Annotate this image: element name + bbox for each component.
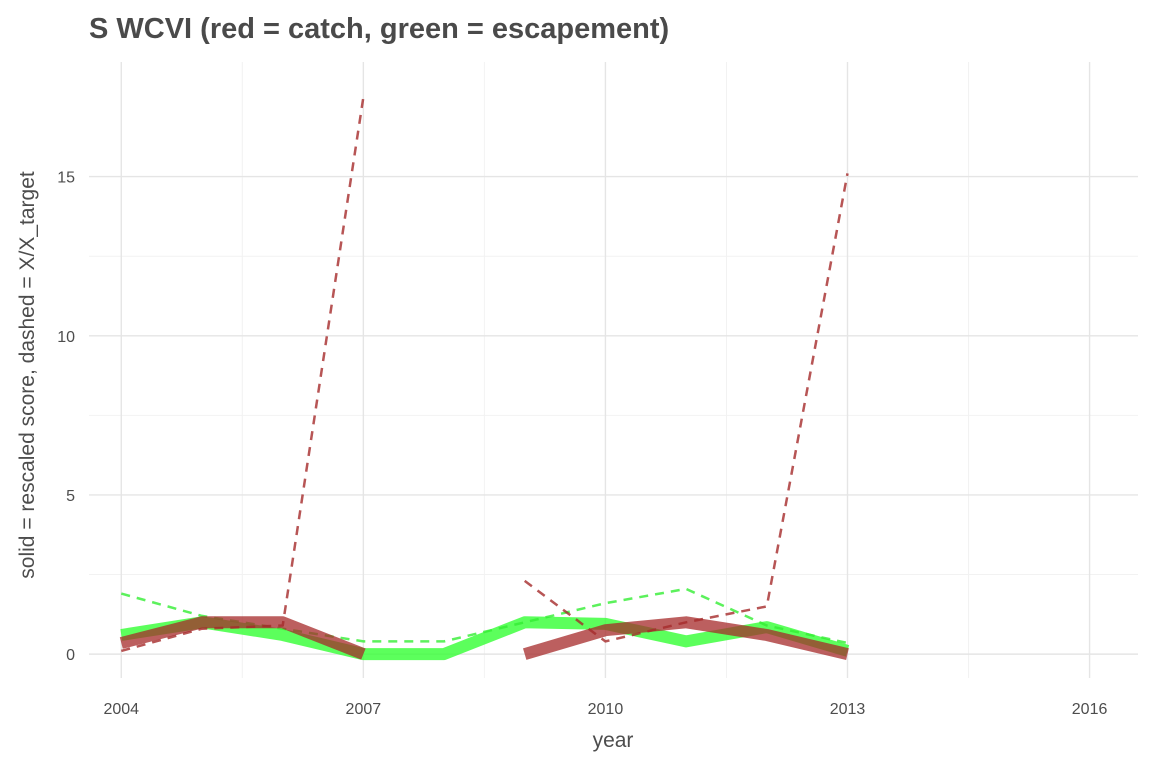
series-1-dashed-line-segment-0 — [120, 587, 848, 645]
y-tick-label-5: 5 — [66, 488, 75, 505]
x-tick-label-2016: 2016 — [1072, 701, 1108, 718]
grid-layer — [89, 62, 1138, 678]
series-3-dashed-line-segment-1 — [523, 173, 849, 643]
tick-layer: 2004 2007 2010 2013 2016 0 5 10 15 — [57, 170, 1107, 718]
chart-title: S WCVI (red = catch, green = escapement) — [89, 13, 669, 45]
x-tick-label-2007: 2007 — [346, 701, 382, 718]
x-axis-label: year — [593, 729, 634, 752]
series-2-solid-line-segment-0 — [119, 616, 366, 660]
y-tick-label-0: 0 — [66, 647, 75, 664]
x-tick-label-2010: 2010 — [588, 701, 624, 718]
x-tick-label-2013: 2013 — [830, 701, 866, 718]
y-tick-label-10: 10 — [57, 329, 75, 346]
y-axis-label: solid = rescaled score, dashed = X/X_tar… — [16, 171, 39, 579]
x-tick-label-2004: 2004 — [103, 701, 139, 718]
series-layer — [119, 96, 850, 661]
y-tick-label-15: 15 — [57, 170, 75, 187]
